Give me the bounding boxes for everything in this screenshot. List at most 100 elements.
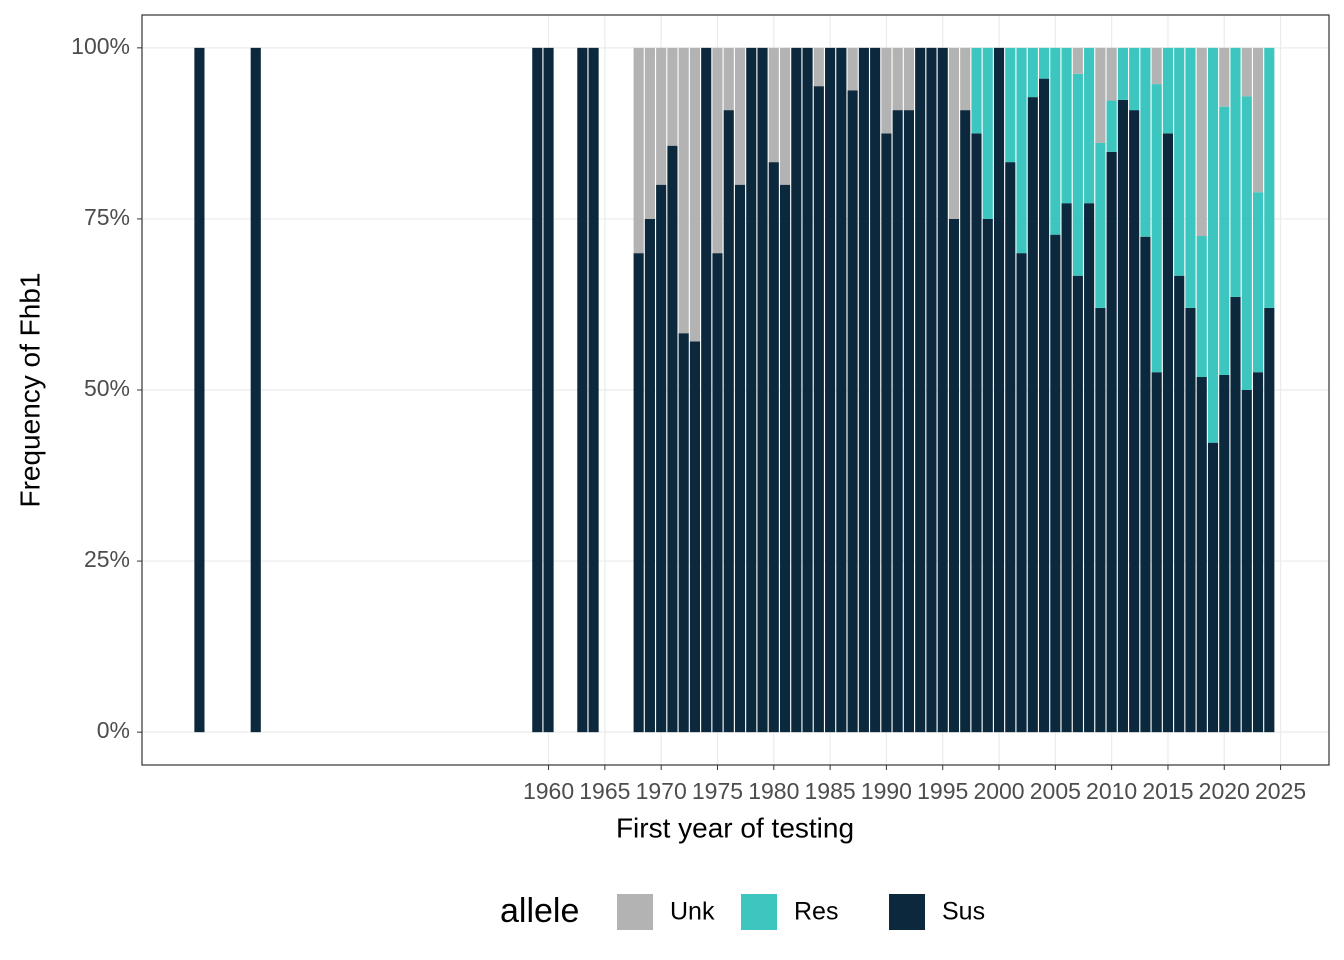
bar-segment [656,184,667,733]
bar-segment [712,47,723,254]
y-tick-label: 50% [84,375,130,401]
bar-segment [1241,96,1252,390]
x-tick-label: 2005 [1030,778,1081,804]
bar-segment [1050,47,1061,235]
bar-segment [1151,372,1162,733]
bar-segment [993,47,1005,733]
x-tick-label: 1970 [636,778,687,804]
bar-segment [1230,296,1241,733]
bar-segment [678,333,689,733]
bar-segment [926,47,937,733]
panel-border [141,14,1330,766]
bar-segment [960,110,971,733]
bar-segment [1072,275,1083,733]
x-tick-label: 2010 [1086,778,1137,804]
bar-segment [1162,133,1174,733]
y-tick-label: 25% [84,546,130,572]
bar-segment [194,47,205,733]
bar-segment [1252,47,1264,193]
bar-segment [1162,47,1174,134]
legend-swatch [889,894,925,930]
bar-segment [971,133,982,733]
bar-segment [1252,192,1264,373]
bar-segment [1084,203,1095,733]
legend-swatch [741,894,777,930]
y-tick-label: 75% [84,204,130,230]
bar-segment [948,218,960,733]
bar-segment [1095,307,1106,733]
bar-segment [982,47,993,219]
y-axis-title: Frequency of Fhb1 [14,272,45,507]
bar-segment [1005,47,1016,163]
bar-segment [881,133,892,733]
bar-segment [1106,151,1117,733]
x-tick-label: 1995 [917,778,968,804]
bar-segment [723,47,734,111]
bar-segment [1174,275,1185,733]
bar-segment [1219,106,1230,375]
bar-segment [1117,47,1128,100]
bar-segment [667,47,678,146]
y-tick-label: 0% [97,717,130,743]
bar-segment [802,47,813,733]
x-tick-label: 2000 [973,778,1024,804]
bar-segment [1072,47,1083,74]
bar-segment [903,47,915,111]
bar-segment [903,110,915,733]
x-tick-label: 1960 [523,778,574,804]
bar-segment [1196,376,1207,733]
bar-segment [678,47,689,334]
bar-segment [667,145,678,733]
bar-segment [1095,142,1106,308]
y-tick-label: 100% [71,33,130,59]
bar-segment [779,47,791,185]
bar-segment [1039,78,1050,733]
bar-segment [656,47,667,185]
bar-segment [1230,47,1241,297]
bar-segment [1174,47,1185,276]
bar-segment [588,47,599,733]
bar-segment [1061,203,1072,733]
bar-segment [1241,47,1252,97]
bar-segment [1129,47,1140,111]
bar-segment [915,47,926,733]
x-axis-title: First year of testing [616,812,854,843]
bar-segment [757,47,768,733]
bar-segment [881,47,892,134]
x-tick-label: 1975 [692,778,743,804]
bar-segment [723,110,734,733]
bar-segment [813,47,824,87]
bar-segment [689,47,701,342]
bar-segment [1264,47,1275,308]
bar-segment [1061,47,1072,204]
bar-segment [847,90,858,733]
x-tick-label: 1980 [748,778,799,804]
bar-segment [633,253,644,733]
bar-segment [870,47,881,733]
x-tick-label: 2020 [1199,778,1250,804]
legend-swatch [617,894,653,930]
bar-segment [1016,47,1027,254]
bar-segment [791,47,802,733]
bar-segment [1207,47,1219,443]
bar-segment [1039,47,1050,79]
bar-segment [1207,442,1219,733]
bar-segment [1027,97,1038,733]
bar-segment [1185,47,1196,308]
bar-segment [712,253,723,733]
bar-segment [960,47,971,111]
bar-segment [1219,374,1230,733]
bar-segment [577,47,588,733]
bar-segment [532,47,543,733]
bar-segment [1084,47,1095,204]
bar-segment [825,47,836,733]
bar-segment [768,47,779,163]
legend-title: allele [500,892,579,930]
bar-segment [1219,47,1230,107]
bar-segment [1072,73,1083,276]
bar-segment [971,47,982,134]
bar-segment [813,86,824,733]
bar-segment [937,47,948,733]
bar-segment [1196,47,1207,237]
